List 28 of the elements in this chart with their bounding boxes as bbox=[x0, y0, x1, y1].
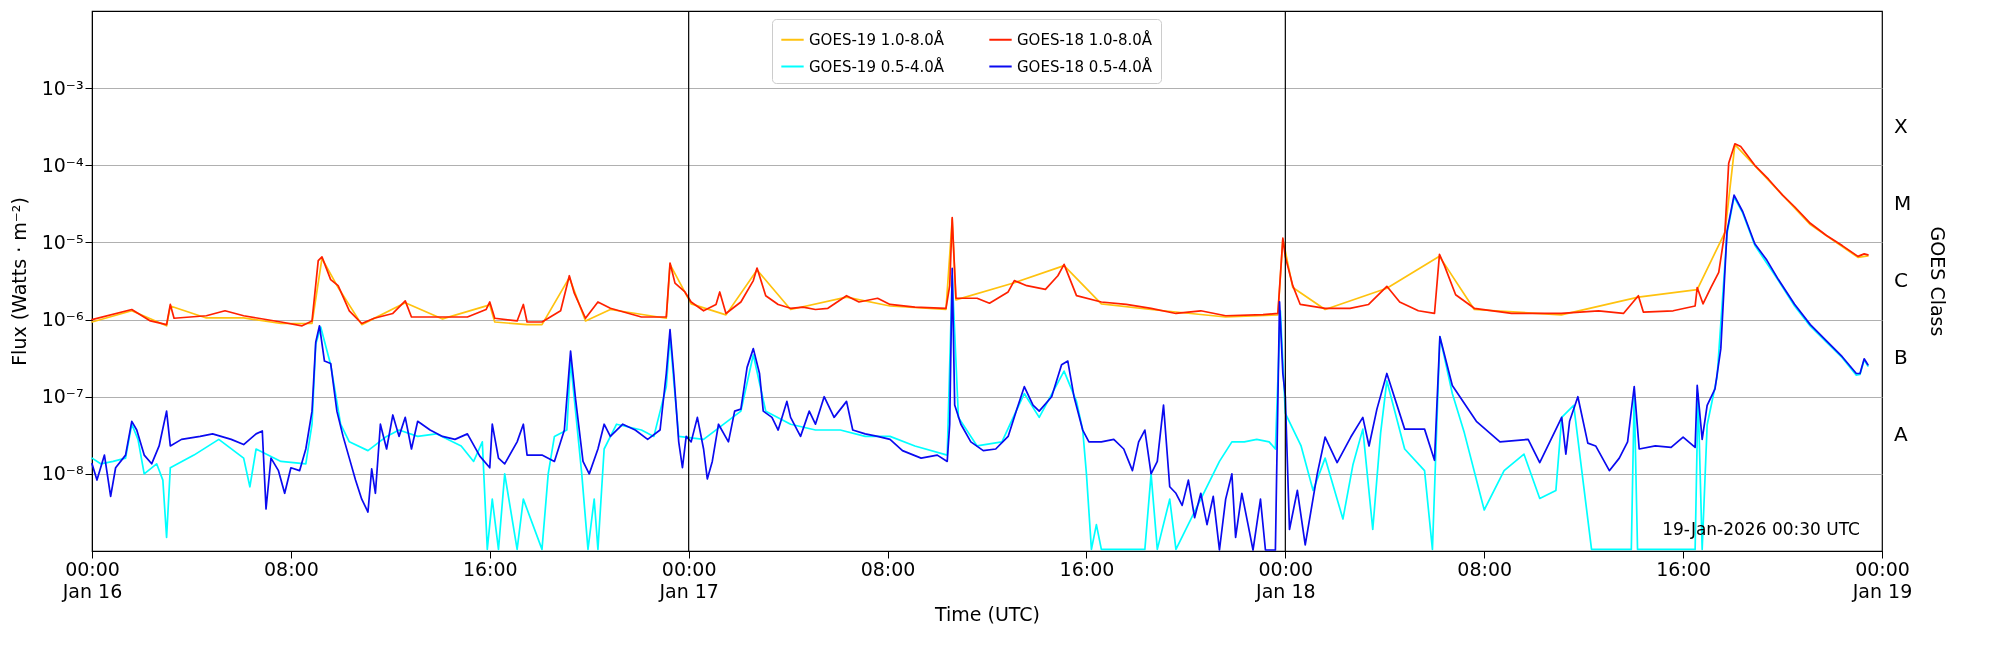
text: A bbox=[1894, 422, 1908, 447]
y-axis-title: Flux (Watts · m⁻²) bbox=[7, 197, 30, 366]
legend-label: GOES-18 1.0-8.0Å bbox=[1017, 29, 1153, 49]
y-tick-label: 10⁻⁸ bbox=[41, 462, 84, 485]
text: B bbox=[1894, 345, 1908, 370]
text: X bbox=[1894, 113, 1908, 138]
x-tick-label: 00:00 Jan 19 bbox=[1851, 557, 1913, 602]
x-tick-label: 08:00 bbox=[264, 557, 319, 580]
x-tick-label: 16:00 bbox=[1059, 557, 1115, 580]
x-tick-label: 00:00 Jan 16 bbox=[61, 557, 123, 602]
x-tick-label: 00:00 Jan 17 bbox=[658, 557, 719, 602]
x-tick-label: 00:00 Jan 18 bbox=[1255, 557, 1316, 602]
text: M bbox=[1894, 190, 1912, 215]
y-tick-label: 10⁻³ bbox=[41, 76, 84, 99]
y2-axis-title: GOES Class bbox=[1926, 226, 1949, 337]
text: C bbox=[1894, 268, 1908, 292]
y-tick-label: 10⁻⁷ bbox=[41, 385, 84, 408]
x-tick-label: 16:00 bbox=[462, 557, 518, 580]
legend-label: GOES-19 0.5-4.0Å bbox=[809, 56, 945, 76]
x-tick-label: 08:00 bbox=[1457, 557, 1513, 580]
y-tick-label: 10⁻⁴ bbox=[41, 153, 84, 176]
legend-label: GOES-18 0.5-4.0Å bbox=[1017, 56, 1153, 76]
x-tick-label: 08:00 bbox=[860, 557, 916, 580]
x-tick-label: 16:00 bbox=[1656, 557, 1711, 580]
legend-label: GOES-19 1.0-8.0Å bbox=[809, 29, 945, 49]
y-tick-label: 10⁻⁵ bbox=[41, 230, 84, 253]
y-tick-label: 10⁻⁶ bbox=[41, 308, 84, 331]
x-axis-title: Time (UTC) bbox=[933, 602, 1041, 625]
